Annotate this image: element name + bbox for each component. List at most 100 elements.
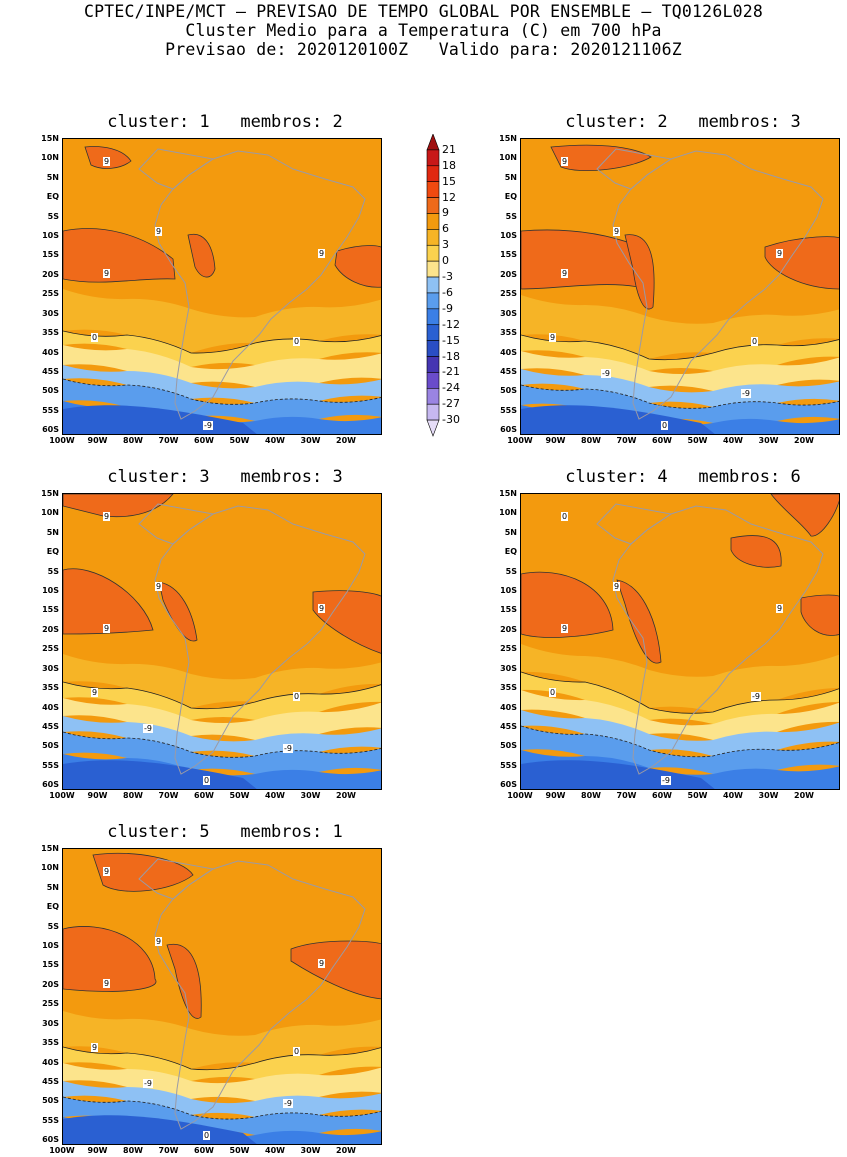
- longitude-tick-label: 30W: [300, 436, 321, 445]
- header-line-2: Cluster Medio para a Temperatura (C) em …: [185, 21, 662, 40]
- colorbar-swatch: [426, 324, 440, 341]
- contour-line: [521, 725, 839, 758]
- latitude-tick-label: 15S: [500, 250, 517, 260]
- colorbar-swatch: [426, 181, 440, 198]
- colorbar-level-label: -12: [442, 317, 460, 331]
- warm-region: [800, 594, 839, 636]
- coastline: [612, 505, 824, 775]
- contour-label: 0: [561, 512, 569, 521]
- coastline: [596, 148, 673, 190]
- longitude-tick-label: 20W: [794, 436, 814, 445]
- contour-label: 0: [293, 1047, 301, 1056]
- latitude-tick-label: 50S: [42, 386, 59, 396]
- contour-label: 9: [613, 582, 621, 591]
- colorbar-swatch: [426, 388, 440, 405]
- contour-line: [63, 1046, 381, 1071]
- latitude-tick-label: 25S: [42, 999, 59, 1009]
- longitude-tick-label: 80W: [123, 791, 143, 800]
- latitude-tick-label: 60S: [42, 425, 59, 435]
- contour-label: -9: [143, 1079, 153, 1088]
- latitude-tick-label: 15N: [499, 489, 517, 498]
- contour-label: 9: [103, 512, 111, 521]
- contour-label: 0: [293, 337, 301, 346]
- panel-title: cluster: 3 membros: 3: [107, 467, 343, 487]
- warm-region: [616, 579, 662, 664]
- colorbar-level-label: 21: [442, 142, 456, 156]
- temperature-band: [63, 682, 381, 721]
- longitude-tick-label: 60W: [194, 1146, 214, 1155]
- latitude-tick-label: 5N: [504, 527, 517, 537]
- latitude-tick-label: 10S: [42, 586, 59, 596]
- temperature-band: [63, 1081, 381, 1120]
- longitude-tick-label: 90W: [87, 1146, 108, 1155]
- latitude-tick-label: 10N: [41, 153, 59, 163]
- longitude-tick-label: 50W: [229, 436, 250, 445]
- temperature-field: [521, 139, 839, 434]
- latitude-tick-label: 10S: [500, 231, 517, 241]
- latitude-tick-label: 5S: [505, 566, 517, 576]
- latitude-tick-label: 50S: [500, 741, 517, 751]
- longitude-tick-label: 70W: [158, 436, 179, 445]
- latitude-tick-label: 55S: [500, 760, 517, 770]
- longitude-tick-label: 40W: [265, 436, 285, 445]
- colorbar-swatch: [426, 403, 440, 421]
- colorbar-level-label: 6: [442, 222, 449, 236]
- contour-label: 0: [751, 337, 759, 346]
- longitude-tick-label: 80W: [123, 1146, 143, 1155]
- longitude-tick-label: 100W: [49, 1146, 75, 1155]
- contour-label: 9: [318, 604, 326, 613]
- longitude-tick-label: 20W: [336, 1146, 356, 1155]
- latitude-tick-label: 40S: [42, 347, 59, 357]
- contour-line: [63, 731, 381, 758]
- contour-label: 9: [103, 157, 111, 166]
- temperature-field: [63, 849, 381, 1144]
- latitude-tick-label: EQ: [46, 902, 59, 912]
- colorbar-swatch: [426, 372, 440, 389]
- panel-title: cluster: 1 membros: 2: [107, 112, 343, 132]
- temperature-band: [521, 385, 839, 426]
- longitude-tick-label: 40W: [265, 791, 285, 800]
- latitude-tick-label: 30S: [500, 663, 517, 673]
- panel-title: cluster: 2 membros: 3: [565, 112, 801, 132]
- longitude-tick-label: 90W: [87, 791, 108, 800]
- latitude-tick-label: 40S: [42, 702, 59, 712]
- coastline: [154, 505, 366, 775]
- warm-region: [770, 494, 839, 537]
- colorbar-swatch: [426, 308, 440, 326]
- longitude-tick-label: 30W: [758, 791, 779, 800]
- latitude-tick-label: 45S: [42, 1076, 59, 1086]
- contour-label: -9: [741, 389, 751, 398]
- latitude-tick-label: 20S: [42, 979, 59, 989]
- contour-label: -9: [203, 421, 213, 430]
- latitude-tick-label: 10N: [499, 153, 517, 163]
- latitude-tick-label: 60S: [42, 780, 59, 790]
- longitude-tick-label: 50W: [229, 791, 250, 800]
- latitude-tick-label: 35S: [500, 328, 517, 338]
- panel-title: cluster: 4 membros: 6: [565, 467, 801, 487]
- latitude-tick-label: 60S: [500, 425, 517, 435]
- latitude-tick-label: 30S: [42, 663, 59, 673]
- contour-label: -9: [751, 692, 761, 701]
- colorbar-swatch: [426, 292, 440, 310]
- temperature-band: [63, 365, 381, 406]
- colorbar-level-label: -3: [442, 270, 453, 284]
- warm-region: [550, 144, 652, 172]
- longitude-tick-label: 40W: [723, 436, 743, 445]
- warm-region: [158, 581, 198, 642]
- longitude-tick-label: 30W: [300, 791, 321, 800]
- colorbar-level-label: -18: [442, 349, 460, 363]
- contour-label: 9: [561, 624, 569, 633]
- warm-region: [63, 228, 176, 283]
- contour-label: 9: [561, 269, 569, 278]
- colorbar-level-label: -30: [442, 413, 460, 427]
- longitude-tick-label: 70W: [158, 1146, 179, 1155]
- longitude-tick-label: 60W: [194, 791, 214, 800]
- latitude-tick-label: 45S: [42, 721, 59, 731]
- temperature-band: [521, 710, 839, 757]
- latitude-tick-label: 25S: [500, 644, 517, 654]
- contour-label: 9: [776, 604, 784, 613]
- contour-label: 9: [613, 227, 621, 236]
- map-panel: 9 9 9 9 0 0 -9: [62, 138, 382, 435]
- latitude-tick-label: 15N: [41, 844, 59, 853]
- longitude-tick-label: 30W: [300, 1146, 321, 1155]
